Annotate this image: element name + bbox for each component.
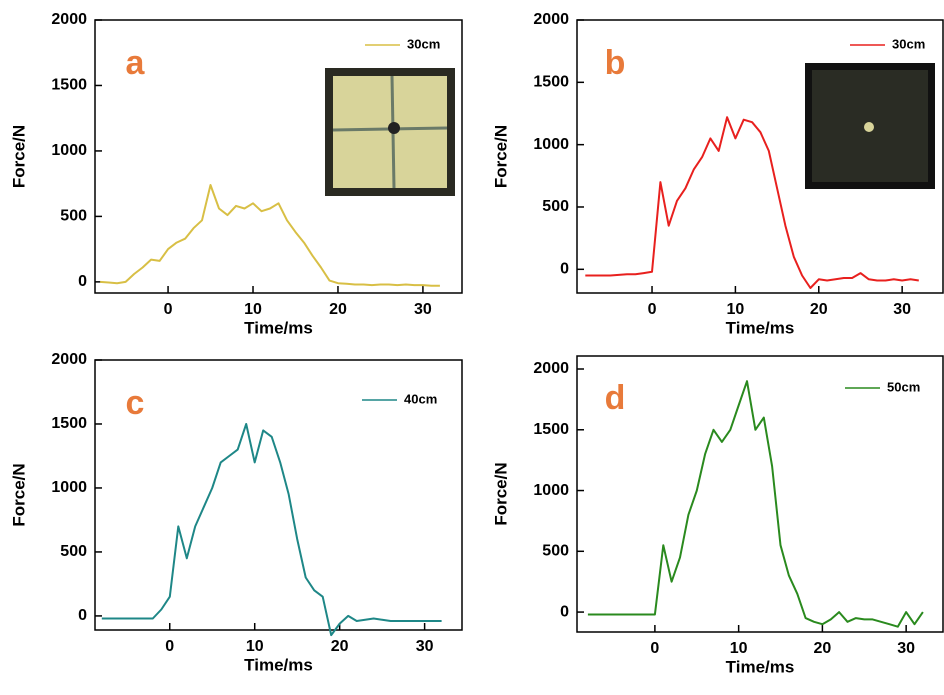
- y-tick-label: 2000: [51, 11, 87, 28]
- x-tick-label: 10: [730, 640, 748, 657]
- x-tick-label: 0: [650, 640, 659, 657]
- legend-label: 30cm: [407, 36, 440, 51]
- y-tick-label: 1000: [533, 482, 569, 499]
- x-tick-label: 30: [893, 301, 911, 318]
- x-tick-label: 20: [331, 638, 349, 655]
- panel-letter: a: [126, 44, 146, 82]
- y-axis-label: Force/N: [9, 463, 28, 526]
- x-tick-label: 10: [727, 301, 745, 318]
- data-line: [100, 184, 440, 287]
- y-tick-label: 2000: [533, 360, 569, 377]
- y-tick-label: 1000: [51, 479, 87, 496]
- x-tick-label: 10: [244, 301, 262, 318]
- y-tick-label: 500: [542, 198, 569, 215]
- plot-frame: [576, 355, 944, 633]
- plot-frame: [576, 19, 944, 294]
- x-tick-label: 0: [648, 301, 657, 318]
- y-tick-label: 0: [560, 603, 569, 620]
- x-axis-label: Time/ms: [244, 318, 313, 337]
- y-axis-label: Force/N: [491, 125, 510, 188]
- panel-letter: b: [605, 44, 626, 82]
- y-tick-label: 0: [78, 273, 87, 290]
- y-tick-label: 1500: [533, 421, 569, 438]
- y-tick-label: 2000: [51, 351, 87, 368]
- x-tick-label: 20: [813, 640, 831, 657]
- y-tick-label: 1500: [51, 415, 87, 432]
- legend-label: 50cm: [887, 379, 920, 394]
- panel-letter: c: [126, 384, 145, 422]
- x-tick-label: 20: [810, 301, 828, 318]
- y-axis-label: Force/N: [9, 125, 28, 188]
- x-tick-label: 0: [165, 638, 174, 655]
- data-line: [101, 423, 442, 637]
- plot-frame: [94, 359, 463, 631]
- x-tick-label: 30: [897, 640, 915, 657]
- legend-label: 30cm: [892, 36, 925, 51]
- y-axis-label: Force/N: [491, 462, 510, 525]
- inset-photo-b: [805, 63, 935, 189]
- inset-photo-a: [325, 68, 455, 196]
- x-axis-label: Time/ms: [726, 318, 795, 337]
- x-axis-label: Time/ms: [726, 657, 795, 676]
- y-tick-label: 1500: [533, 74, 569, 91]
- x-tick-label: 0: [164, 301, 173, 318]
- plot-frame: [94, 19, 463, 294]
- panel-letter: d: [605, 379, 626, 417]
- y-tick-label: 1000: [533, 136, 569, 153]
- x-tick-label: 10: [246, 638, 264, 655]
- x-axis-label: Time/ms: [244, 655, 313, 674]
- y-tick-label: 500: [60, 543, 87, 560]
- data-line: [587, 380, 924, 628]
- x-tick-label: 30: [414, 301, 432, 318]
- y-tick-label: 1500: [51, 77, 87, 94]
- x-tick-label: 30: [416, 638, 434, 655]
- y-tick-label: 500: [60, 208, 87, 225]
- legend-label: 40cm: [404, 391, 437, 406]
- y-tick-label: 0: [78, 607, 87, 624]
- y-tick-label: 500: [542, 543, 569, 560]
- y-tick-label: 2000: [533, 11, 569, 28]
- data-line: [585, 116, 919, 289]
- y-tick-label: 0: [560, 261, 569, 278]
- y-tick-label: 1000: [51, 142, 87, 159]
- x-tick-label: 20: [329, 301, 347, 318]
